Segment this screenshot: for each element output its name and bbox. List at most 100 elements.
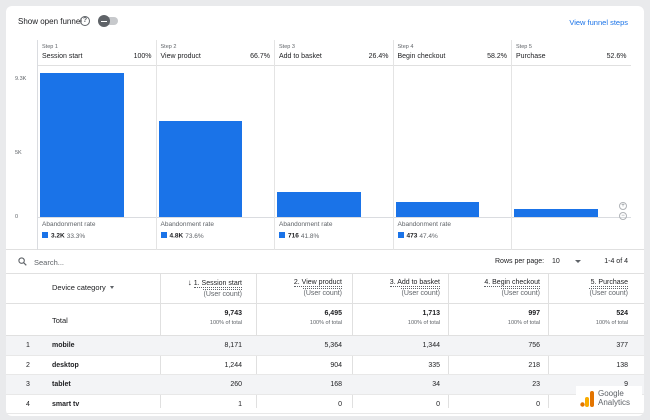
legend-swatch-icon [42,232,48,238]
total-cell: 1,713 100% of total [407,310,440,326]
sort-arrow-icon: ↓ [187,278,192,287]
search-input[interactable] [34,255,234,269]
table-cell: 260 [230,381,242,388]
table-cell: 0 [536,400,540,408]
funnel-bar[interactable] [158,121,242,217]
total-cell: 997 100% of total [507,310,540,326]
table-row[interactable]: 1 mobile 8,171 5,364 1,344 756 377 [6,336,644,356]
funnel-step-2[interactable]: Step 2 View product 66.7% Abandonment ra… [156,40,275,250]
analytics-logo-icon [580,391,594,407]
rows-per-page-select[interactable]: 10 [552,258,560,265]
table-cell: 377 [616,342,628,349]
column-header-add-to-basket[interactable]: 3. Add to basket (User count) [389,279,440,297]
funnel-step-3[interactable]: Step 3 Add to basket 26.4% Abandonment r… [275,40,394,250]
rows-per-page-label: Rows per page: [495,258,545,265]
step-completion-rate: 52.6% [606,53,627,60]
open-funnel-label: Show open funnel [18,17,83,26]
abandonment-count: 4.8K [169,232,184,240]
abandonment-label: Abandonment rate [160,221,214,228]
table-row[interactable]: 3 tablet 260 168 34 23 9 [6,375,644,395]
google-analytics-wordmark: Google Analytics [598,389,631,407]
step-number: Step 4 [397,44,414,50]
funnel-step-4[interactable]: Step 4 Begin checkout 58.2% Abandonment … [393,40,512,250]
step-name: Purchase [516,53,546,60]
row-index: 3 [26,381,30,388]
step-number: Step 5 [516,44,532,50]
legend-swatch-icon [160,232,167,238]
table-cell: 0 [338,400,342,408]
table-cell: 904 [330,361,342,369]
step-header: Step 2 View product 66.7% [156,40,274,66]
row-dimension: smart tv [52,400,80,408]
chevron-down-icon[interactable] [110,286,114,289]
abandonment-value: 473 47.4% [397,232,438,240]
table-row[interactable]: 4 smart tv 1 0 0 0 0 [6,395,644,414]
table-cell: 9 [624,381,628,388]
legend-swatch-icon [397,232,404,238]
baseline [38,217,156,218]
row-dimension: tablet [52,381,71,388]
abandonment-value: 4.8K 73.6% [160,232,204,240]
abandonment-count: 716 [288,232,299,240]
table-cell: 335 [428,361,440,369]
step-completion-rate: 26.4% [368,53,389,60]
table-cell: 23 [532,381,540,388]
baseline [156,217,274,218]
abandonment-value: 716 41.8% [279,232,319,240]
abandonment-count: 473 [406,232,418,240]
abandonment-label: Abandonment rate [42,221,96,228]
step-number: Step 1 [42,44,58,50]
step-completion-rate: 100% [133,53,152,60]
baseline [512,217,631,218]
step-completion-rate: 66.7% [250,53,270,60]
help-icon[interactable]: ? [80,16,90,26]
step-name: Session start [42,53,83,60]
toggle-knob-icon[interactable] [98,15,110,27]
funnel-bar[interactable] [40,73,124,217]
row-index: 4 [26,400,30,408]
y-axis [37,40,38,250]
step-name: View product [160,53,201,60]
pagination-label: 1-4 of 4 [604,258,628,265]
column-header-session-start[interactable]: ↓ 1. Session start (User count) [187,278,242,298]
table-cell: 1,344 [422,342,440,349]
total-label: Total [52,316,68,325]
dimension-header[interactable]: Device category [52,283,106,292]
chevron-down-icon[interactable] [575,260,581,263]
table-cell: 168 [330,381,342,388]
abandonment-rate: 47.4% [419,232,438,240]
funnel-bar[interactable] [514,209,598,217]
row-dimension: mobile [52,342,75,349]
table-cell: 8,171 [224,342,242,349]
table-cell: 218 [528,361,540,369]
abandonment-count: 3.2K [51,232,65,240]
abandonment-rate: 33.3% [66,232,86,240]
table-cell: 138 [616,361,628,369]
step-header: Step 5 Purchase 52.6% [512,40,631,66]
funnel-report-card: Show open funnel ? View funnel steps 9.3… [6,6,644,416]
y-tick-label: 5K [15,150,22,156]
table-row[interactable]: 2 desktop 1,244 904 335 218 138 [6,356,644,375]
column-header-purchase[interactable]: 5. Purchase (User count) [589,279,628,297]
column-header-begin-checkout[interactable]: 4. Begin checkout (User count) [484,279,540,297]
step-number: Step 3 [279,44,295,50]
row-index: 1 [26,342,30,349]
total-cell: 524 100% of total [595,310,628,326]
step-header: Step 3 Add to basket 26.4% [275,40,393,66]
funnel-step-5[interactable]: Step 5 Purchase 52.6% [512,40,631,250]
search-icon [18,257,27,266]
row-index: 2 [26,361,30,369]
table-cell: 0 [436,400,440,408]
table-cell: 34 [432,381,440,388]
column-header-view-product[interactable]: 2. View product (User count) [293,279,342,297]
zoom-in-icon[interactable]: + [619,202,627,210]
funnel-step-1[interactable]: Step 1 Session start 100% Abandonment ra… [38,40,157,250]
zoom-out-icon[interactable]: − [619,212,627,220]
step-name: Begin checkout [397,53,446,60]
step-completion-rate: 58.2% [487,53,507,60]
funnel-bar[interactable] [277,191,361,217]
y-tick-label: 9.3K [15,76,27,82]
funnel-bar[interactable] [395,202,479,217]
baseline [393,217,511,218]
view-funnel-steps-link[interactable]: View funnel steps [569,18,628,27]
